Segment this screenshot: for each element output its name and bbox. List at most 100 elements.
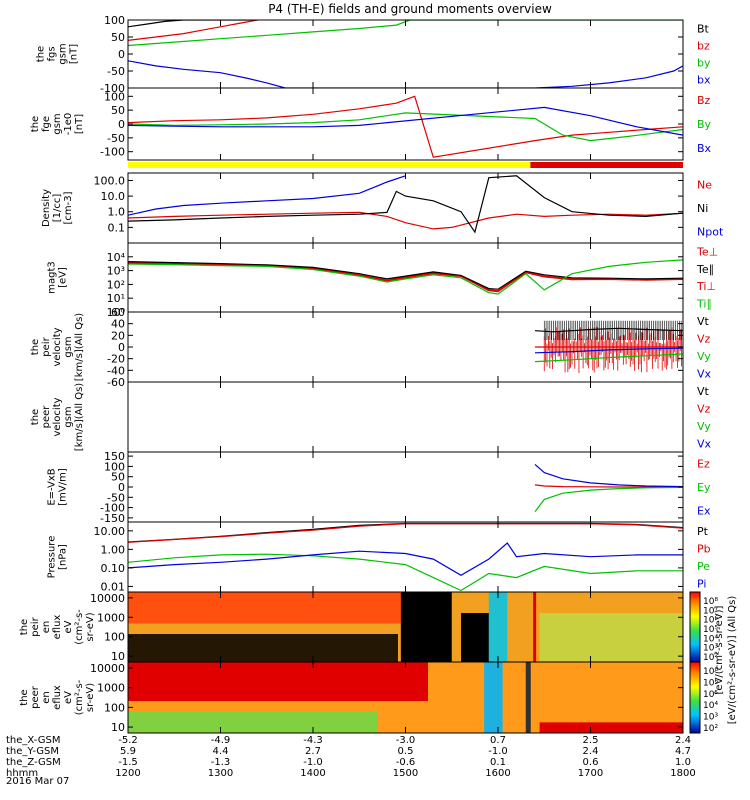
y-axis-label: [cm-3] [63,191,74,224]
y-axis-label: the [19,689,30,705]
legend-entry: Ti⊥ [696,280,716,293]
y-axis-label: -1e0 [63,113,74,136]
ephem-value: 1300 [208,768,233,779]
legend-entry: Ex [697,504,711,517]
ephem-row-label: the_Z-GSM [6,757,61,768]
peer_spec-image [128,662,683,733]
ephem-value: -1.5 [118,757,138,768]
y-axis-label: peer [30,685,41,709]
ephem-value: 2.4 [675,735,691,746]
panel-efield: 150100500-50-100-150 E=-VxB [mV/m] Ez Ey Ex [47,450,711,525]
y-axis-label: (cm²-s- [74,609,85,645]
colorbar-tick-label: 10³ [703,713,718,723]
y-axis-label: gsm [58,43,69,64]
y-axis-label: eflux [52,615,63,640]
y-tick-label: 100 [104,631,125,644]
y-axis-label: fgs [47,46,58,61]
legend-entry: Vz [697,332,711,345]
ephem-value: 1200 [115,768,140,779]
legend-entry: Pb [697,542,711,555]
y-axis-label: peir [41,336,52,356]
colorbar-tick-label: 10² [703,724,718,734]
y-tick-label: 1.00 [101,543,126,556]
ephem-row-label: the_X-GSM [6,735,60,746]
y-tick-label: 10⁴ [107,251,126,264]
y-axis-label: sr-eV) [85,683,96,712]
date-label: 2016 Mar 07 [6,776,69,787]
legend-entry: Ez [697,458,710,471]
ephem-value: 4.7 [675,746,691,757]
ephem-value: -0.6 [396,757,416,768]
legend-entry: bx [697,74,711,87]
series-density-Npot [128,176,406,215]
ephem-value: -4.9 [211,735,231,746]
ephem-value: 1.0 [675,757,691,768]
ephem-value: -1.0 [488,746,508,757]
y-tick-label: 0 [118,118,125,131]
panel-density: 100.010.01.00.1Density [1/cc] [cm-3]NeNiNp… [41,173,724,243]
legend-entry: Vt [697,385,710,398]
colorbar-tick-label: 10⁴ [703,701,718,711]
ephem-value: 0.6 [583,757,599,768]
colorbar-label: [eV/(cm²-s-sr-eV)] (All Qs) [727,596,738,725]
y-tick-label: 10² [107,278,125,291]
panel-frame [128,522,683,592]
y-axis-label: eV [63,620,74,633]
y-tick-label: 10.0 [101,190,126,203]
figure-title: P4 (TH-E) fields and ground moments over… [268,2,552,16]
y-axis-label: [km/s](All Qs) [74,383,85,451]
y-axis-label: peer [41,405,52,429]
panels-group: 100500-50-100the fgs gsm [nT]Btbzbybx100500… [19,14,738,734]
ephemeris-table: the_X-GSM -5.2 -4.9 -4.3 -3.0 0.7 2.5 2.4the_Y-… [6,735,696,779]
y-tick-label: -100 [100,146,125,159]
ephem-value: 2.4 [583,746,599,757]
peir_spec-image [128,592,683,662]
y-axis-label: the [30,409,41,425]
y-tick-label: 1.0 [108,206,126,219]
ephem-value: 5.9 [120,746,136,757]
y-axis-label: the [30,339,41,355]
ephem-row-label: the_Y-GSM [6,746,59,757]
y-tick-label: 10¹ [107,292,125,305]
y-tick-label: -150 [100,512,125,525]
series-efield-Ex [535,464,683,486]
panel-fge: 100500-50-100 the fge gsm -1e0 [nT] Bz By Bx [30,88,712,160]
legend-entry: Vx [697,437,712,450]
series-fge-Bx [128,107,683,135]
y-axis-label: peir [30,616,41,636]
y-tick-label: 10000 [90,592,125,605]
ephem-value: -3.0 [396,735,416,746]
ephem-value: -4.3 [303,735,323,746]
panel-peir_vel: 6040200-20-40-60 the peir velocity gsm [km/s]… [30,306,712,389]
ephem-value: 4.4 [213,746,229,757]
legend-entry: Pi [697,577,706,590]
legend-entry: Pt [697,525,709,538]
y-axis-label: eflux [52,685,63,710]
y-tick-label: 50 [111,104,125,117]
y-tick-label: -50 [107,65,125,78]
series-temp-Ti⊥ [128,263,683,292]
ephem-value: 0.1 [490,757,506,768]
legend-entry: by [697,57,711,70]
y-tick-label: 0.10 [101,562,126,575]
ephem-value: 2.5 [583,735,599,746]
mode-bar [128,162,683,168]
colorbar-label-2: [eV/(cm²-s-sr-eV)] [714,605,725,694]
panel-frame [128,88,683,160]
y-axis-label: [km/s](All Qs) [74,313,85,381]
legend-entry: Vy [697,420,711,433]
ephem-value: -1.3 [211,757,231,768]
legend-entry: Ti∥ [696,297,712,310]
ephem-value: -5.2 [118,735,138,746]
y-tick-label: 100 [104,14,125,27]
colorbar [690,662,700,733]
y-tick-label: 100 [104,701,125,714]
y-axis-label: [eV] [58,267,69,288]
y-axis-label: [1/cc] [52,194,63,223]
legend-entry: Ey [697,481,711,494]
y-tick-label: 10³ [107,265,125,278]
y-axis-label: E=-VxB [47,468,58,505]
y-axis-label: en [41,621,52,634]
legend-entry: Vx [697,367,712,380]
